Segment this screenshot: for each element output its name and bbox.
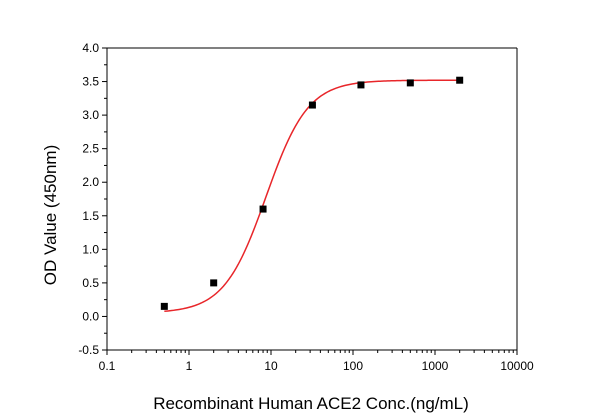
data-point xyxy=(406,79,414,87)
y-tick-label: 4.0 xyxy=(82,41,99,55)
x-axis-title: Recombinant Human ACE2 Conc.(ng/mL) xyxy=(153,394,469,413)
x-tick-label: 100 xyxy=(343,359,363,373)
fit-curve-layer xyxy=(164,79,460,313)
y-tick-label: 0.0 xyxy=(82,309,99,323)
axes: 0.1 1 10 100 1000 10000 -0.5 0.0 0.5 1.0 1.5 2.0 2.5… xyxy=(78,41,534,373)
x-tick-label: 0.1 xyxy=(99,359,116,373)
data-point xyxy=(357,81,365,89)
y-tick-label: 1.0 xyxy=(82,242,99,256)
y-axis-title: OD Value (450nm) xyxy=(41,145,60,285)
y-tick-label: 1.5 xyxy=(82,209,99,223)
y-tick-label: -0.5 xyxy=(78,343,99,357)
y-tick-label: 3.0 xyxy=(82,108,99,122)
x-tick-label: 1000 xyxy=(422,359,449,373)
y-tick-label: 2.5 xyxy=(82,142,99,156)
data-point xyxy=(259,205,267,213)
fit-curve xyxy=(164,79,460,313)
x-tick-label: 1 xyxy=(186,359,193,373)
y-tick-label: 3.5 xyxy=(82,75,99,89)
x-tick-label: 10 xyxy=(264,359,278,373)
data-point xyxy=(210,279,218,287)
y-tick-label: 0.5 xyxy=(82,276,99,290)
data-point xyxy=(308,101,316,109)
y-tick-label: 2.0 xyxy=(82,175,99,189)
data-point xyxy=(456,76,464,84)
data-points xyxy=(160,76,464,310)
x-tick-label: 10000 xyxy=(500,359,534,373)
data-point xyxy=(160,302,168,310)
